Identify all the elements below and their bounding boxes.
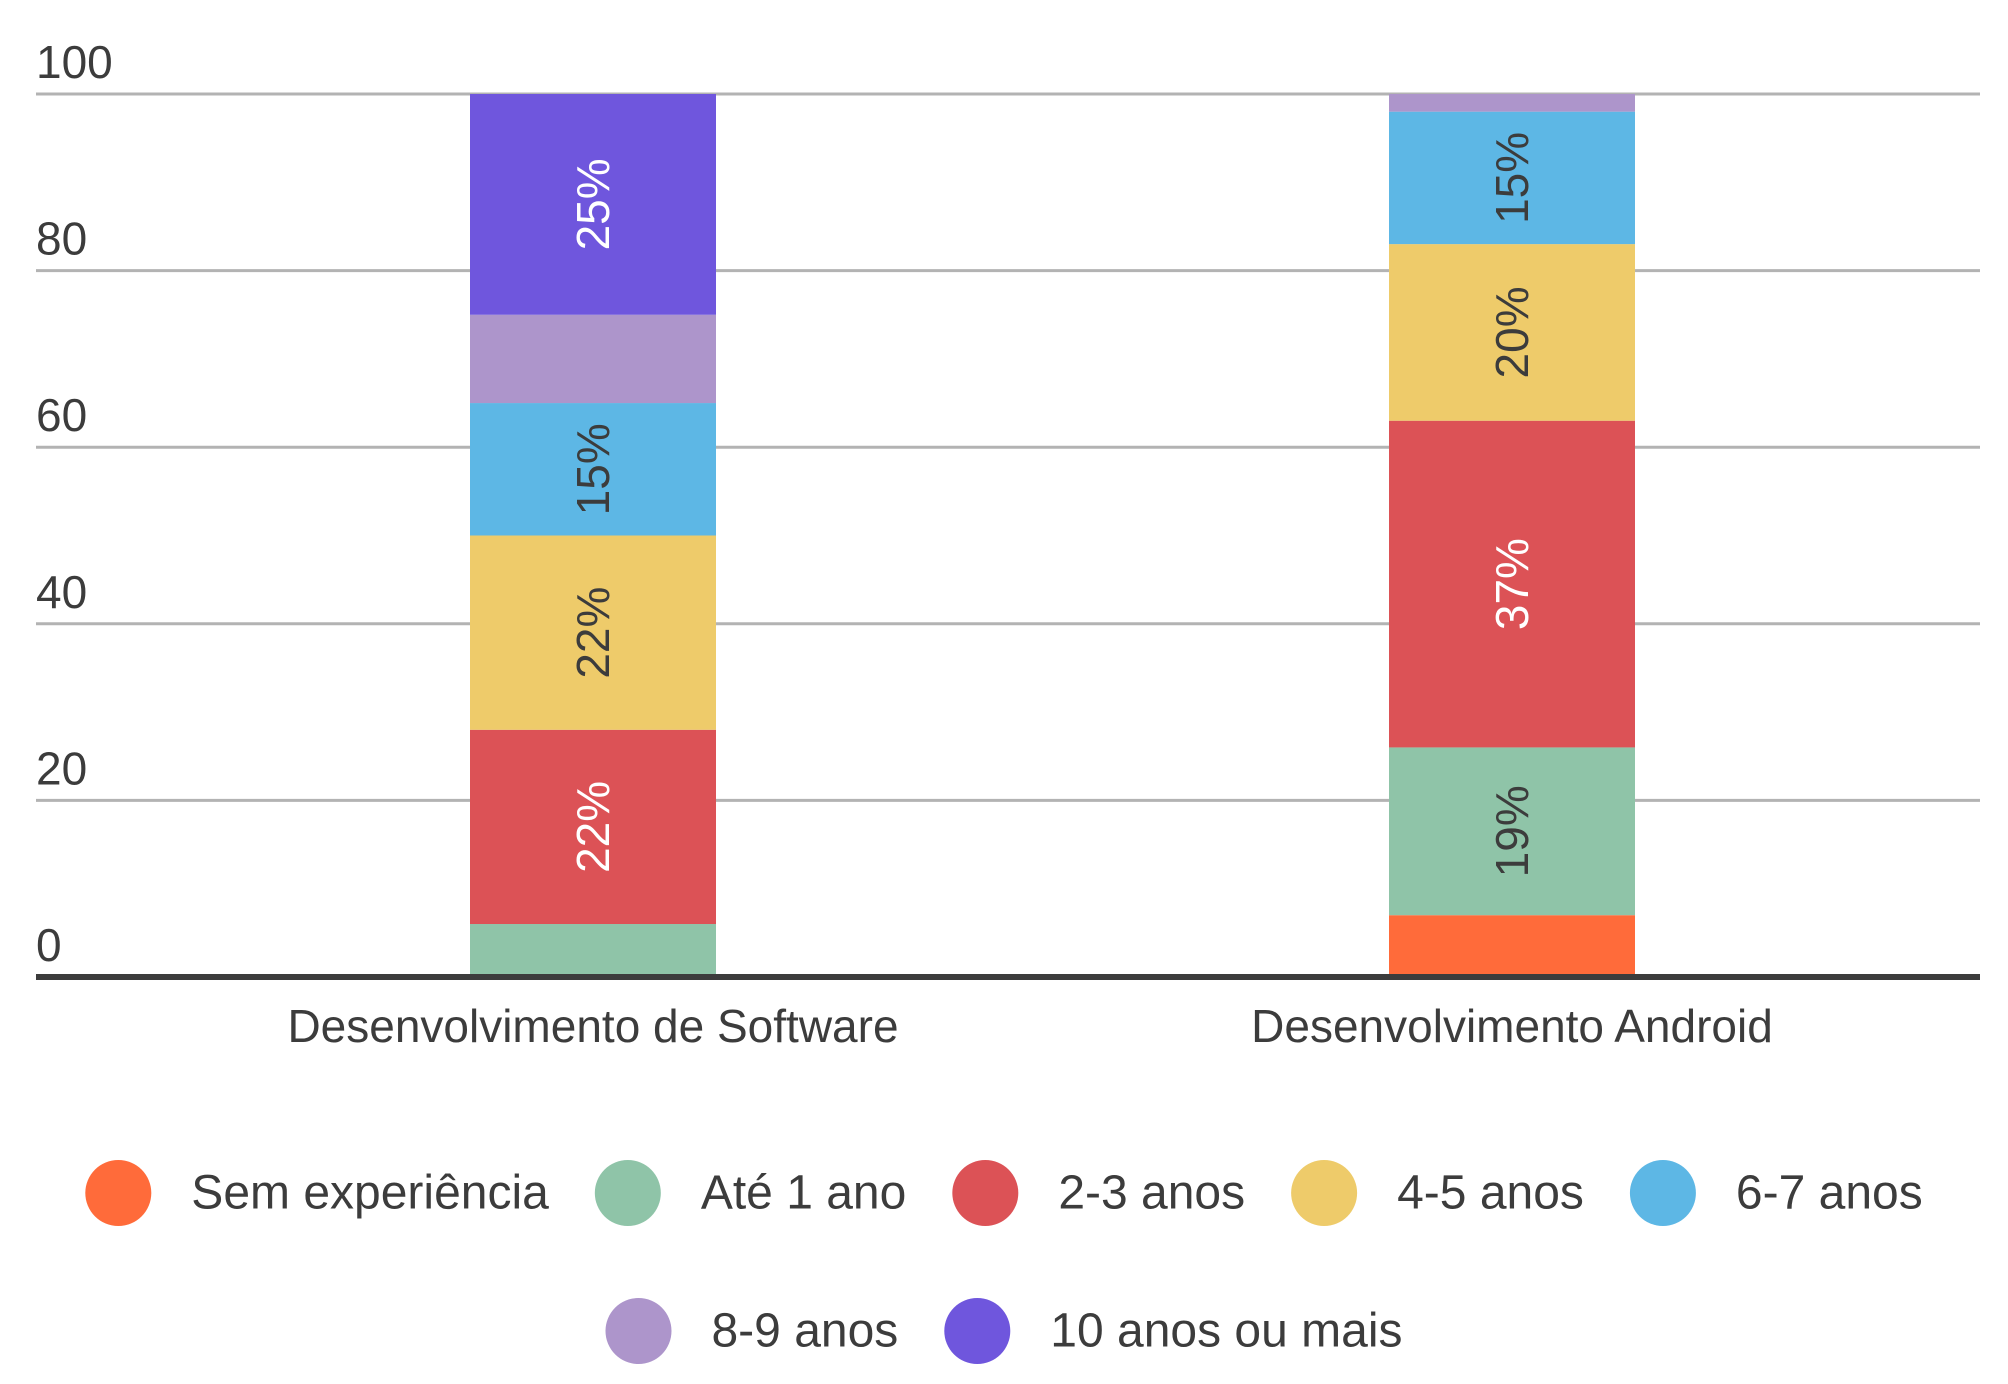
bar-segment-desenvolvimento-de-software-4-5-anos [470, 535, 716, 730]
legend-marker-ate-1-ano [594, 1160, 661, 1226]
data-label-desenvolvimento-android-6-7-anos: 15% [1486, 132, 1538, 224]
x-category-label-desenvolvimento-de-software: Desenvolvimento de Software [287, 1000, 898, 1052]
axes: 0 20 40 60 80 100 Desenvolvimento de Software D… [36, 36, 1980, 1052]
y-tick-label-20: 20 [36, 742, 87, 794]
data-label-desenvolvimento-android-2-3-anos: 37% [1486, 538, 1538, 630]
data-label-desenvolvimento-de-software-4-5-anos: 22% [567, 587, 619, 679]
legend-label-ate-1-ano: Até 1 ano [701, 1167, 907, 1220]
bar-segment-desenvolvimento-android-sem-experiencia [1389, 915, 1635, 977]
y-tick-label-0: 0 [36, 919, 62, 971]
bar-segment-desenvolvimento-de-software-10-anos-ou-mais [470, 94, 716, 315]
bars [470, 94, 1635, 977]
y-tick-label-80: 80 [36, 213, 87, 265]
grid-lines [36, 92, 1980, 802]
bar-segment-desenvolvimento-android-2-3-anos [1389, 420, 1635, 748]
bar-segment-desenvolvimento-de-software-2-3-anos [470, 729, 716, 925]
data-label-desenvolvimento-de-software-6-7-anos: 15% [567, 423, 619, 515]
data-label-desenvolvimento-de-software-10-anos-ou-mais: 25% [567, 158, 619, 250]
segment-labels: 22% 22% 15% 25% 19% 37% 20% 15% [567, 132, 1538, 877]
x-category-label-desenvolvimento-android: Desenvolvimento Android [1251, 1000, 1773, 1052]
legend-marker-10-anos-ou-mais [944, 1298, 1011, 1364]
legend-label-4-5-anos: 4-5 anos [1397, 1167, 1584, 1220]
y-tick-label-60: 60 [36, 389, 87, 441]
bar-segment-desenvolvimento-android-6-7-anos [1389, 111, 1635, 245]
bar-segment-desenvolvimento-de-software-ate-1-ano [470, 924, 716, 977]
data-label-desenvolvimento-android-4-5-anos: 20% [1486, 286, 1538, 378]
legend-label-10-anos-ou-mais: 10 anos ou mais [1050, 1305, 1402, 1358]
legend-marker-8-9-anos [605, 1298, 672, 1364]
legend-label-2-3-anos: 2-3 anos [1058, 1167, 1245, 1220]
bar-segment-desenvolvimento-de-software-8-9-anos [470, 314, 716, 404]
bar-segment-desenvolvimento-de-software-6-7-anos [470, 403, 716, 536]
legend-marker-sem-experiencia [85, 1160, 152, 1226]
legend-label-8-9-anos: 8-9 anos [711, 1305, 898, 1358]
y-tick-label-100: 100 [36, 36, 113, 88]
data-label-desenvolvimento-android-ate-1-ano: 19% [1486, 785, 1538, 877]
legend: Sem experiência Até 1 ano 2-3 anos 4-5 anos… [85, 1160, 1923, 1364]
y-tick-label-40: 40 [36, 566, 87, 618]
bar-segment-desenvolvimento-android-4-5-anos [1389, 244, 1635, 421]
data-label-desenvolvimento-de-software-2-3-anos: 22% [567, 781, 619, 873]
bar-segment-desenvolvimento-android-8-9-anos [1389, 94, 1635, 112]
legend-marker-6-7-anos [1629, 1160, 1696, 1226]
bar-segment-desenvolvimento-android-ate-1-ano [1389, 747, 1635, 916]
legend-label-6-7-anos: 6-7 anos [1736, 1167, 1923, 1220]
legend-marker-2-3-anos [952, 1160, 1019, 1226]
legend-marker-4-5-anos [1291, 1160, 1358, 1226]
legend-label-sem-experiencia: Sem experiência [191, 1167, 549, 1220]
